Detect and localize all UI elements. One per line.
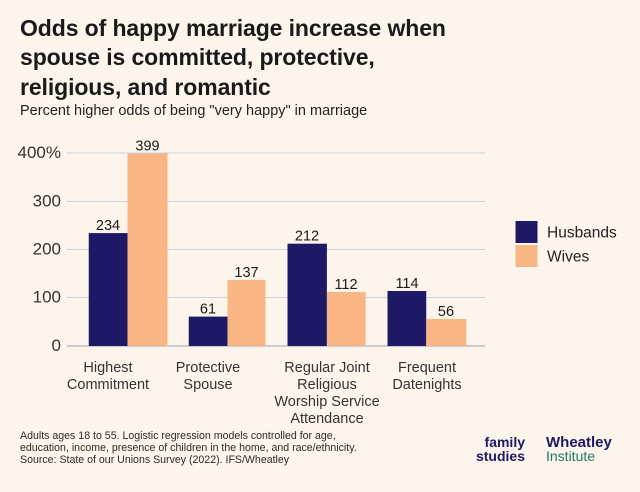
- svg-text:399: 399: [135, 139, 159, 155]
- svg-text:200: 200: [33, 240, 61, 259]
- svg-text:Spouse: Spouse: [183, 377, 232, 393]
- svg-text:Highest: Highest: [83, 360, 132, 376]
- svg-text:Protective: Protective: [176, 360, 240, 376]
- svg-text:Religious: Religious: [297, 377, 357, 393]
- svg-text:Wives: Wives: [547, 249, 589, 266]
- svg-text:61: 61: [200, 302, 216, 318]
- svg-text:studies: studies: [476, 448, 525, 464]
- svg-text:Frequent: Frequent: [398, 360, 456, 376]
- svg-text:137: 137: [234, 265, 258, 281]
- svg-text:Commitment: Commitment: [67, 377, 149, 393]
- svg-text:212: 212: [295, 229, 319, 245]
- svg-text:Husbands: Husbands: [547, 225, 617, 242]
- svg-text:Worship Service: Worship Service: [274, 394, 379, 410]
- svg-text:234: 234: [96, 218, 120, 234]
- svg-text:112: 112: [334, 277, 357, 293]
- svg-text:56: 56: [438, 304, 454, 320]
- svg-text:300: 300: [33, 192, 61, 211]
- svg-text:Datenights: Datenights: [392, 377, 461, 393]
- svg-text:100: 100: [33, 288, 61, 307]
- svg-text:Institute: Institute: [546, 448, 595, 464]
- svg-text:Attendance: Attendance: [290, 411, 363, 427]
- svg-text:114: 114: [395, 276, 418, 292]
- svg-text:Regular Joint: Regular Joint: [284, 360, 369, 376]
- svg-text:400%: 400%: [18, 143, 61, 162]
- svg-text:0: 0: [52, 336, 61, 355]
